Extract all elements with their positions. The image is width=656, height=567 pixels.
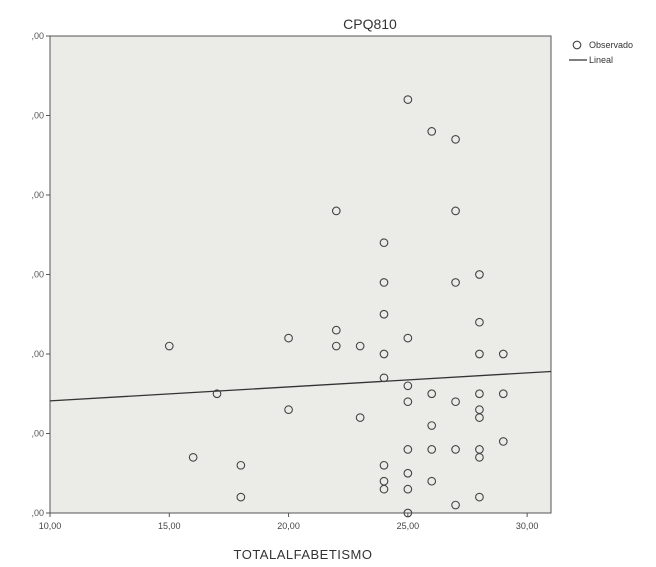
data-point	[379, 484, 389, 494]
legend-label-lineal: Lineal	[589, 55, 613, 65]
x-axis-label: TOTALALFABETISMO	[234, 547, 373, 562]
data-point	[403, 484, 413, 494]
x-tick-label: 30,00	[516, 521, 539, 531]
data-point	[475, 317, 484, 327]
data-point	[403, 333, 413, 343]
data-point	[475, 453, 484, 462]
data-point	[427, 127, 437, 136]
y-axis: ,00 ,00 ,00 ,00 ,00 ,00 ,00	[31, 31, 50, 518]
data-point	[451, 278, 460, 287]
data-point	[475, 270, 484, 279]
x-tick-label: 15,00	[158, 521, 181, 531]
data-point	[284, 405, 293, 415]
data-point	[451, 135, 460, 144]
data-point	[331, 206, 341, 216]
data-point	[498, 389, 508, 399]
y-tick-label: ,00	[31, 349, 44, 359]
x-tick-label: 25,00	[397, 521, 420, 531]
legend-marker-observado	[572, 40, 582, 50]
data-point	[451, 206, 460, 216]
data-point	[403, 445, 413, 454]
fit-line	[49, 370, 552, 402]
data-point	[331, 325, 341, 335]
data-point	[498, 437, 508, 446]
data-point	[355, 413, 365, 422]
data-point	[403, 381, 413, 391]
data-point	[164, 341, 174, 351]
legend-label-observado: Observado	[589, 40, 633, 50]
y-tick-label: ,00	[31, 429, 44, 439]
y-tick-label: ,00	[31, 270, 44, 280]
data-point	[475, 389, 484, 399]
chart-title: CPQ810	[343, 16, 397, 32]
data-point	[379, 278, 389, 287]
data-point	[331, 341, 341, 351]
data-point	[403, 95, 413, 104]
data-point	[379, 460, 389, 470]
data-point	[451, 397, 460, 407]
data-point	[236, 492, 246, 502]
data-point	[475, 349, 484, 359]
y-tick-label: ,00	[31, 190, 44, 200]
data-point	[188, 453, 198, 462]
x-axis: 10,00 15,00 20,00 25,00 30,00	[39, 513, 539, 531]
data-point	[475, 413, 484, 422]
data-point	[284, 333, 293, 343]
data-point	[355, 341, 365, 351]
x-tick-label: 10,00	[39, 521, 62, 531]
y-tick-label: ,00	[31, 508, 44, 518]
data-point	[403, 397, 413, 407]
data-point	[379, 309, 389, 319]
y-tick-label: ,00	[31, 111, 44, 121]
plot-area	[49, 35, 552, 514]
data-point	[236, 460, 246, 470]
data-point	[451, 500, 460, 510]
data-point	[427, 476, 437, 486]
data-point	[427, 445, 437, 454]
data-point	[427, 421, 437, 430]
data-point	[451, 445, 460, 454]
x-tick-label: 20,00	[277, 521, 300, 531]
data-points	[164, 95, 508, 518]
data-point	[379, 349, 389, 359]
data-point	[212, 389, 222, 399]
data-point	[403, 508, 413, 518]
legend: Observado Lineal	[569, 40, 633, 65]
data-point	[498, 349, 508, 359]
y-tick-label: ,00	[31, 31, 44, 41]
data-point	[427, 389, 437, 399]
data-point	[475, 492, 484, 502]
data-point	[379, 238, 389, 248]
data-point	[379, 373, 389, 383]
data-point	[403, 468, 413, 478]
